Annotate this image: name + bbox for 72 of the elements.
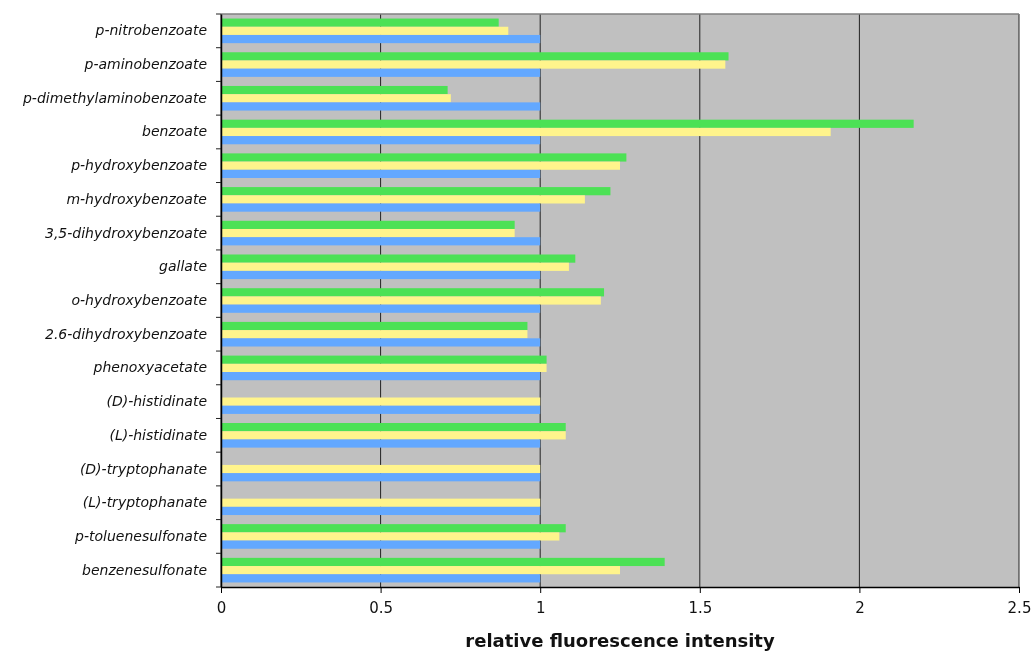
bar (221, 187, 611, 196)
y-tick-label: phenoxyacetate (92, 359, 207, 376)
bar (221, 102, 541, 111)
bar (221, 363, 547, 373)
y-tick-label: o-hydroxybenzoate (71, 291, 207, 308)
bar (221, 85, 448, 95)
bar (221, 557, 665, 567)
y-tick-label: gallate (159, 258, 207, 275)
bar (221, 574, 541, 583)
x-tick-label: 1.5 (688, 598, 713, 617)
y-tick-label: p-nitrobenzoate (94, 22, 207, 39)
x-tick-label: 1 (535, 598, 546, 617)
y-tick-label: 2.6-dihydroxybenzoate (45, 325, 207, 342)
bar (221, 94, 451, 103)
bar (221, 355, 547, 364)
bar (221, 405, 541, 414)
bar (221, 506, 541, 516)
bar (221, 254, 576, 263)
bar (221, 237, 541, 246)
x-tick-label: 2 (855, 598, 865, 617)
bar (221, 18, 499, 27)
bar (221, 372, 541, 381)
bar (221, 195, 585, 204)
bar (221, 136, 541, 145)
bar (221, 52, 729, 61)
bar (221, 60, 726, 69)
bar (221, 498, 541, 507)
x-tick-label: 0 (216, 598, 227, 617)
bar (221, 203, 541, 212)
y-tick-label: m-hydroxybenzoate (66, 190, 207, 207)
x-axis-title: relative fluorescence intensity (465, 630, 775, 651)
bar (221, 34, 541, 44)
bar (221, 566, 620, 575)
bar (221, 439, 541, 448)
bar (221, 26, 509, 35)
bar (221, 321, 528, 331)
bar (221, 464, 541, 474)
bar (221, 540, 541, 549)
bar (221, 338, 541, 347)
bar (221, 161, 620, 170)
bar (221, 68, 541, 77)
bar (221, 397, 541, 406)
y-tick-label: benzoate (142, 123, 207, 140)
bar (221, 431, 566, 440)
bar (221, 262, 569, 271)
y-tick-label: p-dimethylaminobenzoate (21, 89, 207, 106)
bar (221, 153, 627, 162)
x-tick-label: 2.5 (1007, 598, 1032, 617)
x-tick-label: 0.5 (369, 598, 394, 617)
bar (221, 524, 566, 533)
y-tick-label: (D)-histidinate (106, 393, 207, 410)
bar (221, 270, 541, 280)
bar (221, 330, 528, 339)
bar (221, 473, 541, 482)
bar (221, 228, 515, 238)
y-tick-label: 3,5-dihydroxybenzoate (45, 224, 207, 241)
bar (221, 304, 541, 313)
bar (221, 169, 541, 178)
y-tick-label: (D)-tryptophanate (79, 460, 207, 477)
y-tick-label: (L)-tryptophanate (82, 494, 207, 511)
bar (221, 423, 566, 432)
bar (221, 220, 515, 229)
bar (221, 288, 605, 297)
y-tick-label: p-toluenesulfonate (74, 527, 207, 544)
bar (221, 532, 560, 541)
bar (221, 119, 914, 128)
y-tick-label: benzenesulfonate (82, 561, 207, 578)
y-tick-label: p-hydroxybenzoate (70, 157, 207, 174)
bar (221, 127, 831, 137)
y-tick-label: p-aminobenzoate (83, 56, 207, 73)
bar (221, 296, 601, 305)
y-tick-label: (L)-histidinate (109, 426, 207, 443)
